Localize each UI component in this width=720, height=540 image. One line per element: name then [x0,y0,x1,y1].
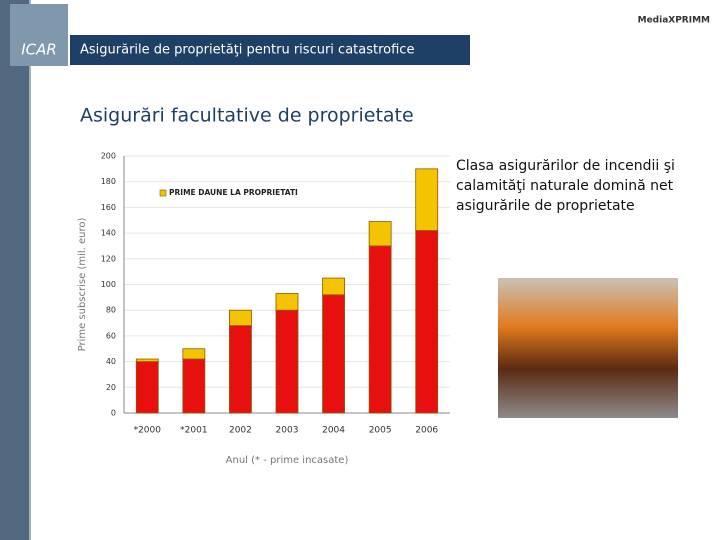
y-tick-label: 40 [106,357,116,366]
logo-text: ICAR [21,41,57,59]
x-tick-label: 2006 [415,426,438,436]
x-tick-label: 2005 [369,426,392,436]
bar-segment [182,348,206,360]
logo-box [10,4,68,66]
chart: 0 20 40 60 80 100 120 140 160 180 200 Prime subscri… [77,152,450,466]
y-tick-label: 0 [111,409,116,418]
bar-segment [229,325,252,414]
x-axis-label: Anul (* - prime incasate) [226,455,349,466]
bar-segment [368,221,392,247]
x-tick-label: *2000 [134,426,162,436]
legend-swatch [159,189,167,197]
header-band [70,35,470,65]
y-tick-label: 160 [101,203,116,212]
x-tick-label: 2003 [276,426,299,436]
y-tick-label: 100 [101,280,116,289]
bar-segment [368,245,392,414]
bar-segment [182,358,206,414]
side-band [0,0,30,540]
bar-segment [275,309,299,414]
brand: MediaXPRIMM [638,16,710,26]
bar-segment [275,293,299,311]
bar-segment [415,230,439,414]
y-tick-label: 120 [101,254,116,263]
bar-segment [229,309,252,327]
y-tick-label: 80 [106,306,116,315]
bar-segment [135,361,159,414]
x-tick-label: *2001 [180,426,207,436]
y-tick-label: 140 [101,229,116,238]
section-title: Asigurări facultative de proprietate [80,105,414,127]
bar-segment [415,168,439,231]
x-tick-label: 2004 [322,426,345,436]
bar-segment [322,294,345,414]
header-title: Asigurările de proprietăţi pentru riscur… [80,43,414,58]
y-tick-label: 60 [106,331,116,340]
y-tick-label: 200 [101,152,116,161]
photo [498,278,678,418]
legend-label: PRIME DAUNE LA PROPRIETATI [169,188,298,197]
bar-segment [322,277,345,296]
y-tick-label: 180 [101,177,116,186]
y-axis-label: Prime subscrise (mil. euro) [77,217,88,351]
y-tick-label: 20 [106,383,116,392]
note: Clasa asigurărilor de incendii şi calami… [456,158,675,214]
bar-segment [135,358,159,362]
x-tick-label: 2002 [229,426,252,436]
